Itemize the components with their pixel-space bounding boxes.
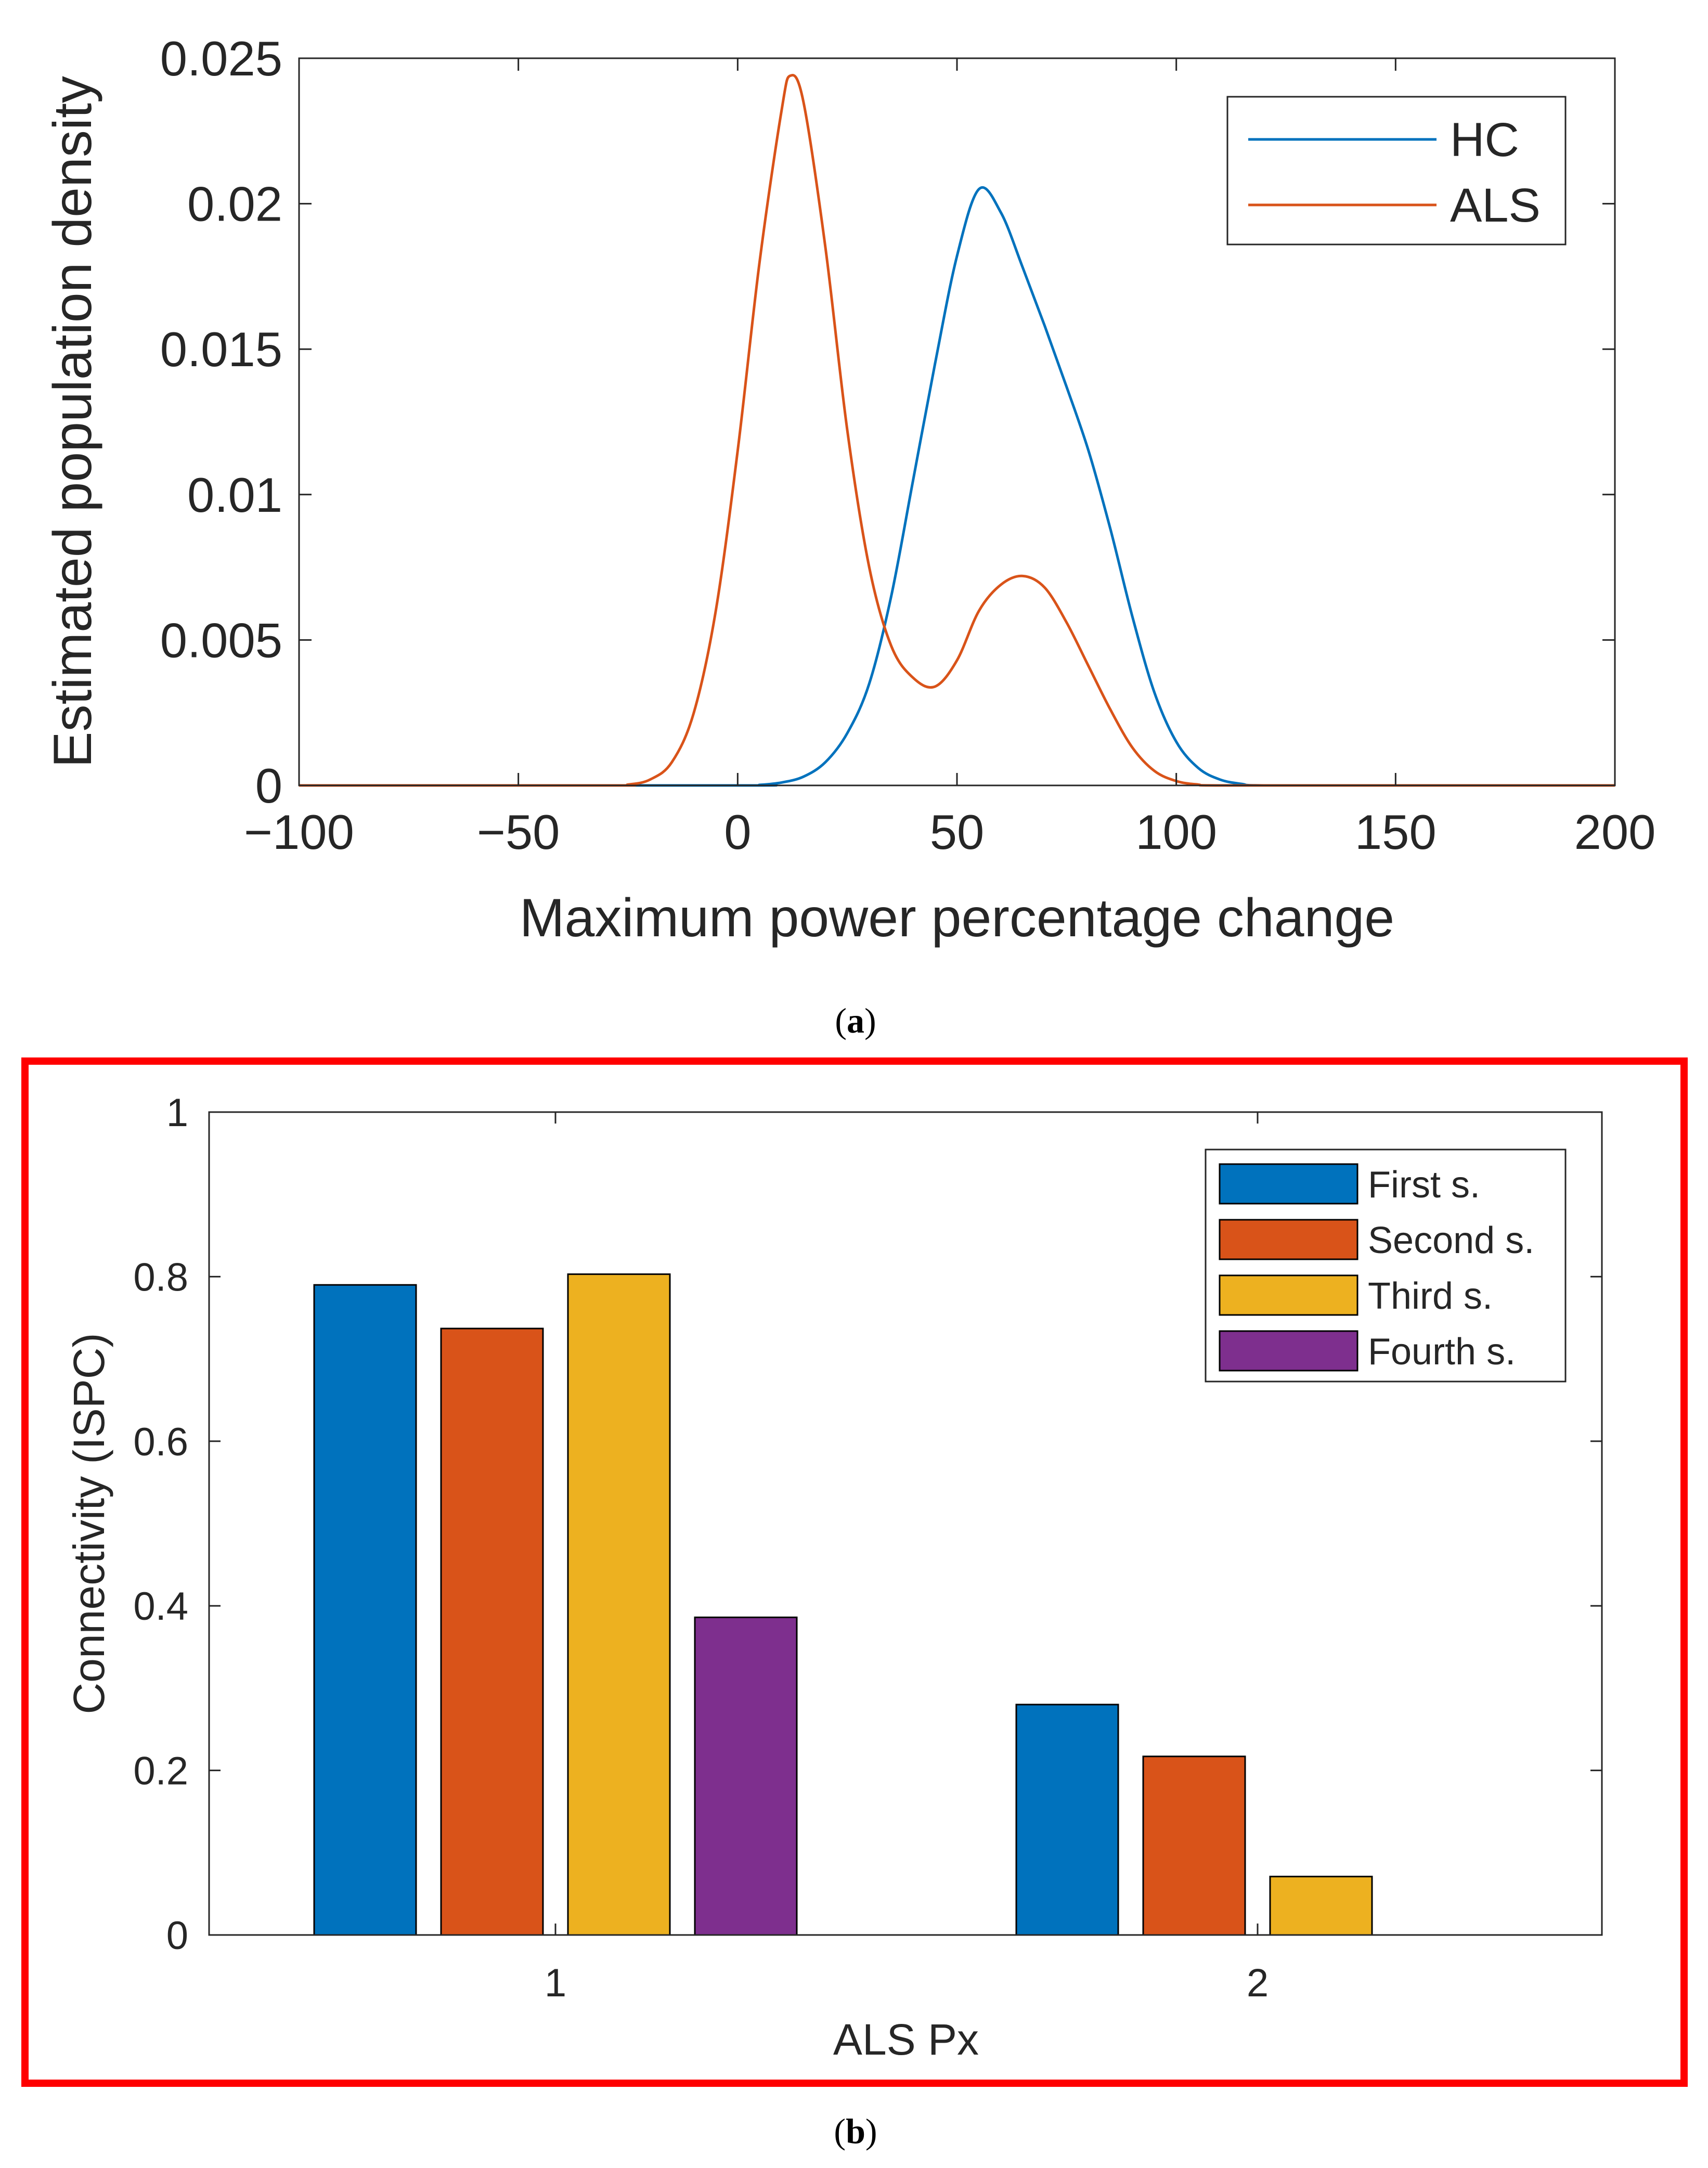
chart-a-y-tick-label: 0.01 [187,468,282,522]
chart-b-y-tick-label: 0 [166,1914,188,1958]
chart-b-y-axis-title: Connectivity (ISPC) [64,1333,113,1714]
chart-a-density-plot: −100 −50 0 50 100 150 200 0 0.005 0.01 0.015 0.02 0.… [43,31,1655,948]
chart-b-legend-label-second: Second s. [1368,1220,1534,1261]
chart-b-legend-label-third: Third s. [1368,1275,1493,1317]
chart-b-legend-swatch-third [1219,1274,1358,1316]
chart-a-y-tick-label: 0.015 [160,322,282,377]
chart-b-bar-first-s-px2 [1015,1704,1119,1936]
chart-a-y-axis-title: Estimated population density [43,76,103,768]
chart-b-x-tick-label: 1 [545,1961,566,2005]
chart-b-bar-third-s-px1 [567,1273,671,1936]
chart-a-x-tick-label: 100 [1135,805,1217,859]
chart-b-bar-third-s-px2 [1269,1876,1373,1936]
chart-a-legend-label-hc: HC [1450,113,1519,166]
chart-b-x-tick-label: 2 [1247,1961,1269,2005]
chart-b-legend: First s. Second s. Third s. Fourth s. [1205,1148,1567,1383]
chart-a-x-axis-title: Maximum power percentage change [520,888,1394,948]
chart-b-tick-labels: 1 2 0 0.2 0.4 0.6 0.8 1 [133,1091,1269,2005]
chart-a-x-tick-label: 150 [1355,805,1437,859]
chart-b-bars-layer [313,1273,1373,1936]
chart-a-series-line-als [299,74,1615,787]
chart-b-legend-label-fourth: Fourth s. [1368,1331,1516,1373]
chart-a-x-tick-label: 200 [1574,805,1656,859]
chart-b-legend-label-first: First s. [1368,1164,1480,1206]
chart-a-series-line-hc [299,186,1615,787]
chart-a-y-tick-label: 0.02 [187,177,282,231]
chart-b-bar-chart: 1 2 0 0.2 0.4 0.6 0.8 1 ALS Px Connectivity (IS… [21,1057,1688,2087]
chart-b-legend-swatch-second [1219,1219,1358,1260]
chart-a-x-tick-label: −50 [477,805,560,859]
chart-a-legend-label-als: ALS [1450,179,1541,232]
chart-a-y-tick-label: 0 [255,758,282,813]
chart-a-series-layer [299,74,1615,787]
chart-a-x-tick-label: 0 [724,805,751,859]
chart-a-ticks [298,57,1616,786]
chart-b-highlight-border [21,1057,1688,2087]
chart-b-bar-second-s-px1 [440,1327,544,1936]
chart-b-y-tick-label: 0.6 [133,1420,188,1464]
chart-b-x-axis-title: ALS Px [833,2015,979,2064]
chart-a-legend: HC ALS [1226,96,1567,246]
chart-a-legend-box [1226,96,1567,246]
chart-b-legend-swatch-fourth [1219,1330,1358,1372]
chart-b-bar-first-s-px1 [313,1284,417,1936]
chart-a-y-tick-label: 0.025 [160,31,282,86]
chart-a-caption: (a) [835,1001,876,1040]
chart-b-ticks [209,1111,1602,1936]
chart-b-y-tick-label: 0.8 [133,1255,188,1299]
chart-a-y-tick-label: 0.005 [160,613,282,667]
chart-b-legend-swatch-first [1219,1163,1358,1205]
chart-a-x-tick-label: −100 [244,805,354,859]
chart-b-y-tick-label: 0.4 [133,1584,188,1629]
chart-a-tick-labels: −100 −50 0 50 100 150 200 0 0.005 0.01 0.015 0.02 0.… [160,31,1656,859]
chart-b-axes-box [208,1111,1603,1936]
chart-b-bar-fourth-s-px1 [694,1616,798,1936]
chart-b-y-tick-label: 1 [166,1091,188,1135]
chart-b-caption: (b) [834,2111,877,2151]
chart-b-y-tick-label: 0.2 [133,1749,188,1793]
chart-b-caption-letter: b [846,2111,865,2151]
chart-a-x-tick-label: 50 [930,805,985,859]
chart-a-caption-letter: a [847,1001,864,1040]
chart-b-bar-second-s-px2 [1142,1756,1246,1936]
